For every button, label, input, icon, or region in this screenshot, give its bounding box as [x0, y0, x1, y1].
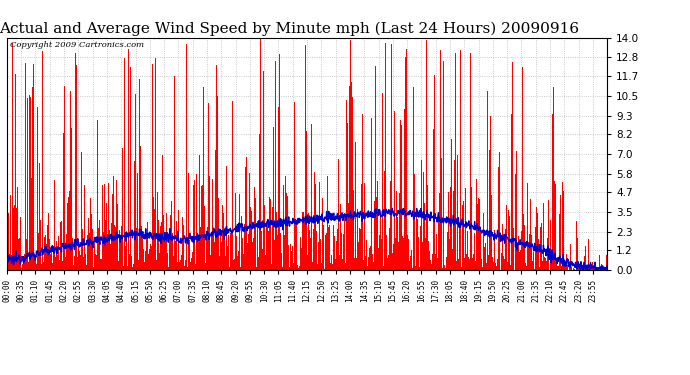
Title: Actual and Average Wind Speed by Minute mph (Last 24 Hours) 20090916: Actual and Average Wind Speed by Minute …	[0, 22, 579, 36]
Text: Copyright 2009 Cartronics.com: Copyright 2009 Cartronics.com	[10, 41, 144, 49]
